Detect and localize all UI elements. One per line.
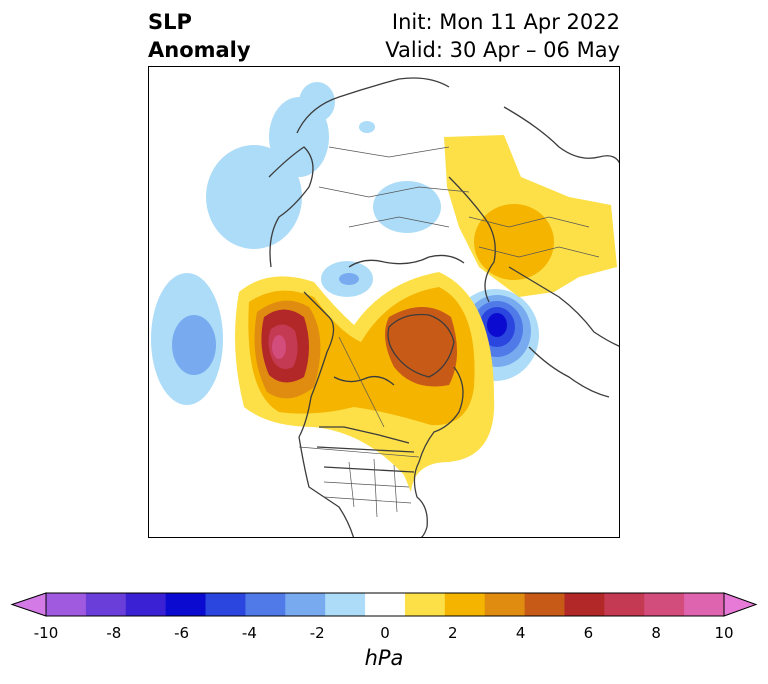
title-line-1: SLP xyxy=(148,10,192,34)
negative-anomaly-north-pacific xyxy=(151,273,223,405)
colorbar-tick-label: -4 xyxy=(241,624,257,642)
colorbar-extend-max xyxy=(723,592,758,617)
colorbar-extend-min xyxy=(10,592,47,617)
colorbar-cell xyxy=(444,593,486,616)
colorbar-tick-label: -8 xyxy=(106,624,122,642)
colorbar-cell xyxy=(205,593,246,616)
colorbar-cell xyxy=(245,593,286,616)
colorbar-cell xyxy=(85,593,127,616)
negative-anomaly-siberia xyxy=(321,181,441,297)
map-subtitle: Init: Mon 11 Apr 2022 Valid: 30 Apr – 06… xyxy=(385,8,620,64)
colorbar-tick-label: 6 xyxy=(583,624,594,642)
colorbar-tick-label: -2 xyxy=(309,624,325,642)
colorbar xyxy=(0,585,768,625)
colorbar-cell xyxy=(484,593,526,616)
map-title: SLP Anomaly xyxy=(148,8,251,64)
colorbar-cell xyxy=(604,593,645,616)
positive-anomaly-alaska-arctic xyxy=(235,272,495,492)
political-borders xyxy=(298,146,600,518)
colorbar-tick-label: 4 xyxy=(515,624,526,642)
colorbar-graphic xyxy=(10,592,758,617)
colorbar-cell xyxy=(285,593,326,616)
colorbar-tick-label: 10 xyxy=(714,624,734,642)
colorbar-tick-label: 0 xyxy=(380,624,390,642)
colorbar-unit: hPa xyxy=(364,646,404,670)
colorbar-cell xyxy=(524,593,565,616)
colorbar-tick-label: 8 xyxy=(651,624,661,642)
colorbar-cell xyxy=(325,593,366,616)
colorbar-cell xyxy=(365,593,406,616)
colorbar-cell xyxy=(404,593,446,616)
colorbar-cell xyxy=(165,593,207,616)
positive-anomaly-scandinavia-russia xyxy=(444,135,617,297)
colorbar-cell xyxy=(684,593,725,616)
colorbar-tick-label: 2 xyxy=(448,624,458,642)
anomaly-map xyxy=(151,77,619,537)
map-panel xyxy=(148,66,620,538)
colorbar-cell xyxy=(46,593,87,616)
colorbar-cell xyxy=(644,593,685,616)
negative-anomaly-bering xyxy=(206,82,375,249)
valid-range: Valid: 30 Apr – 06 May xyxy=(385,38,620,62)
title-line-2: Anomaly xyxy=(148,38,251,62)
colorbar-tick-label: -6 xyxy=(174,624,190,642)
colorbar-cell xyxy=(125,593,167,616)
init-date: Init: Mon 11 Apr 2022 xyxy=(391,10,620,34)
colorbar-tick-label: -10 xyxy=(33,624,59,642)
colorbar-cell xyxy=(564,593,605,616)
